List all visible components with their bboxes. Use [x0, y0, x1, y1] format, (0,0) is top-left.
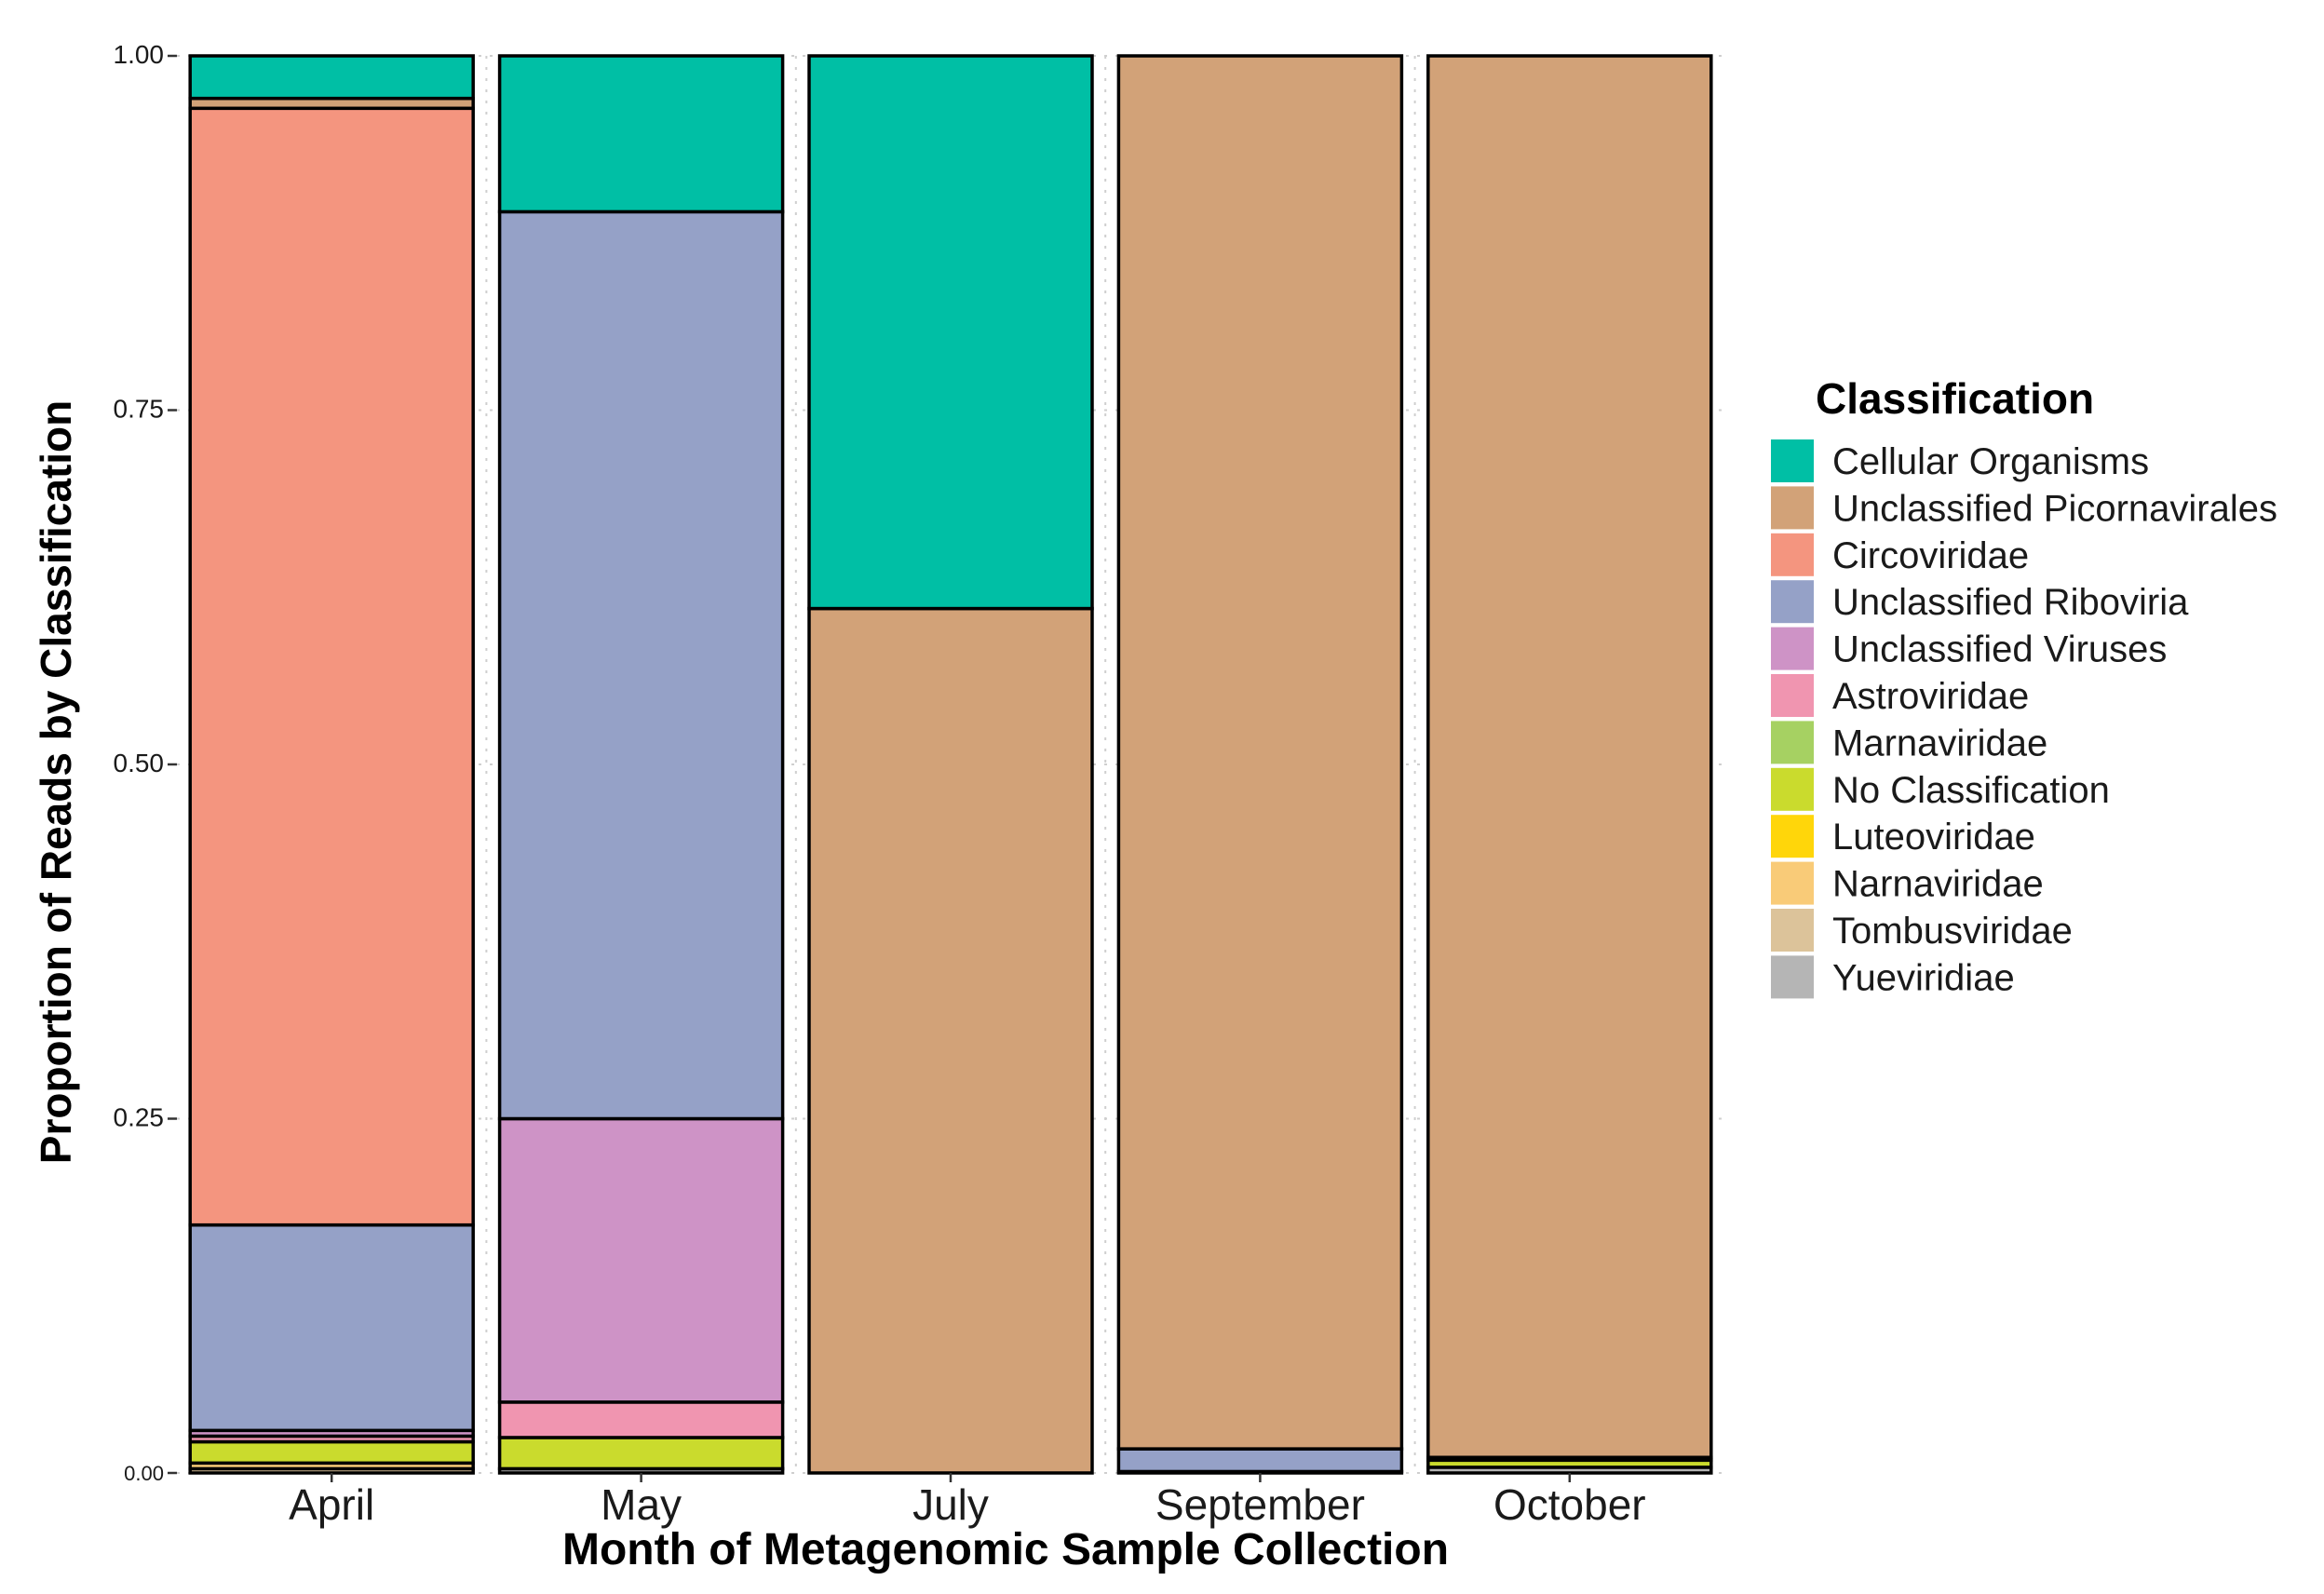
legend-item-unclassified-riboviria: Unclassified Riboviria	[1771, 580, 2189, 624]
legend-item-tombusviridae: Tombusviridae	[1771, 909, 2073, 952]
legend-label: Unclassified Riboviria	[1832, 582, 2189, 623]
bar-segment-may-unclassified-riboviria	[497, 209, 785, 1121]
legend-title: Classification	[1816, 374, 2094, 423]
bar-stacks	[188, 54, 1713, 1475]
legend-swatch	[1771, 721, 1814, 764]
bar-segment-april-cellular-organisms	[188, 54, 475, 101]
legend-label: Circoviridae	[1832, 535, 2029, 576]
bar-segment-may-unclassified-viruses	[497, 1116, 785, 1404]
x-axis-title: Month of Metagenomic Sample Collection	[562, 1525, 1449, 1574]
bar-segment-may-astroviridae	[497, 1400, 785, 1439]
legend-label: Luteoviridae	[1832, 817, 2035, 858]
legend-item-unclassified-picornavirales: Unclassified Picornavirales	[1771, 486, 2277, 530]
bar-segment-july-cellular-organisms	[807, 54, 1094, 611]
bar-stack-april	[188, 54, 475, 1475]
legend-label: Marnaviridae	[1832, 723, 2047, 763]
bar-segment-october-unclassified-picornavirales	[1426, 54, 1713, 1460]
bar-segment-april-circoviridae	[188, 106, 475, 1227]
y-tick-label-0: 0.00	[124, 1462, 164, 1485]
legend-item-luteoviridae: Luteoviridae	[1771, 815, 2035, 858]
bar-segment-september-unclassified-picornavirales	[1116, 54, 1404, 1451]
bar-segment-september-unclassified-riboviria	[1116, 1447, 1404, 1474]
bar-segment-july-unclassified-picornavirales	[807, 606, 1094, 1475]
y-tick-label-2: 0.50	[114, 749, 165, 777]
y-tick-label-3: 0.75	[114, 395, 165, 424]
legend-item-circoviridae: Circoviridae	[1771, 533, 2029, 576]
legend-swatch	[1771, 955, 1814, 999]
legend-swatch	[1771, 439, 1814, 482]
legend-label: Tombusviridae	[1832, 911, 2073, 952]
legend-swatch	[1771, 909, 1814, 952]
x-axis: April May July September October	[289, 1473, 1646, 1529]
legend-label: Cellular Organisms	[1832, 441, 2149, 482]
bar-segment-may-no-classification	[497, 1436, 785, 1471]
legend-swatch	[1771, 767, 1814, 811]
legend-swatch	[1771, 815, 1814, 858]
x-tick-label-october: October	[1493, 1480, 1646, 1529]
legend-swatch	[1771, 486, 1814, 530]
y-axis-title: Proportion of Reads by Classification	[32, 400, 80, 1164]
legend-item-no-classification: No Classification	[1771, 767, 2110, 811]
legend-items: Cellular Organisms Unclassified Picornavi…	[1771, 439, 2277, 999]
bar-segment-april-unclassified-riboviria	[188, 1223, 475, 1433]
legend-item-narnaviridae: Narnaviridae	[1771, 861, 2044, 905]
legend-label: Yueviridiae	[1832, 957, 2015, 998]
bar-stack-october	[1426, 54, 1713, 1475]
x-tick-label-september: September	[1155, 1480, 1365, 1529]
legend-item-unclassified-viruses: Unclassified Viruses	[1771, 627, 2167, 670]
legend-swatch	[1771, 861, 1814, 905]
legend-label: Unclassified Picornavirales	[1832, 488, 2277, 529]
legend-item-yueviridiae: Yueviridiae	[1771, 955, 2015, 999]
legend-swatch	[1771, 580, 1814, 624]
bar-stack-september	[1116, 54, 1404, 1475]
legend-item-marnaviridae: Marnaviridae	[1771, 721, 2047, 764]
y-axis: 0.00 0.25 0.50 0.75 1.00	[114, 40, 177, 1485]
y-tick-label-4: 1.00	[114, 40, 165, 69]
bar-stack-may	[497, 54, 785, 1475]
legend-label: Astroviridae	[1832, 676, 2029, 717]
legend-label: Unclassified Viruses	[1832, 629, 2167, 670]
legend-label: No Classification	[1832, 770, 2110, 811]
bar-stack-july	[807, 54, 1094, 1475]
legend: Classification Cellular Organisms Unclass…	[1771, 374, 2277, 999]
legend-swatch	[1771, 674, 1814, 717]
x-tick-label-may: May	[601, 1480, 682, 1529]
legend-swatch	[1771, 533, 1814, 576]
x-tick-label-april: April	[289, 1480, 374, 1529]
bar-segment-may-cellular-organisms	[497, 54, 785, 214]
legend-item-astroviridae: Astroviridae	[1771, 674, 2029, 717]
legend-item-cellular-organisms: Cellular Organisms	[1771, 439, 2149, 482]
bar-segment-april-no-classification	[188, 1439, 475, 1466]
y-tick-label-1: 0.25	[114, 1103, 165, 1132]
x-tick-label-july: July	[912, 1480, 989, 1529]
legend-swatch	[1771, 627, 1814, 670]
legend-label: Narnaviridae	[1832, 864, 2044, 905]
